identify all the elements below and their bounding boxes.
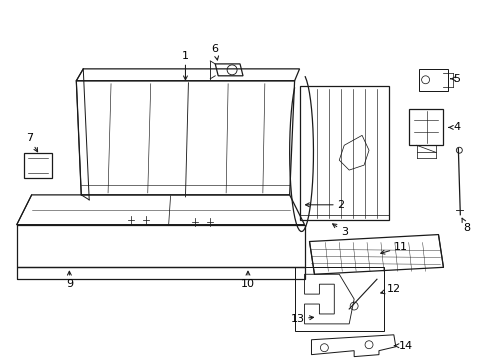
Text: 8: 8 bbox=[461, 218, 469, 233]
Text: 9: 9 bbox=[66, 271, 73, 289]
Bar bbox=[294, 267, 383, 331]
Text: 7: 7 bbox=[26, 133, 38, 152]
Text: 1: 1 bbox=[182, 51, 188, 80]
Text: 5: 5 bbox=[449, 74, 459, 84]
Text: 14: 14 bbox=[394, 341, 412, 351]
Text: 2: 2 bbox=[305, 200, 344, 210]
Text: 4: 4 bbox=[448, 122, 460, 132]
Text: 12: 12 bbox=[380, 284, 400, 294]
Text: 6: 6 bbox=[211, 44, 218, 60]
Text: 3: 3 bbox=[332, 224, 347, 237]
Text: 10: 10 bbox=[241, 271, 254, 289]
Text: 11: 11 bbox=[380, 243, 407, 254]
Text: 13: 13 bbox=[290, 314, 313, 324]
